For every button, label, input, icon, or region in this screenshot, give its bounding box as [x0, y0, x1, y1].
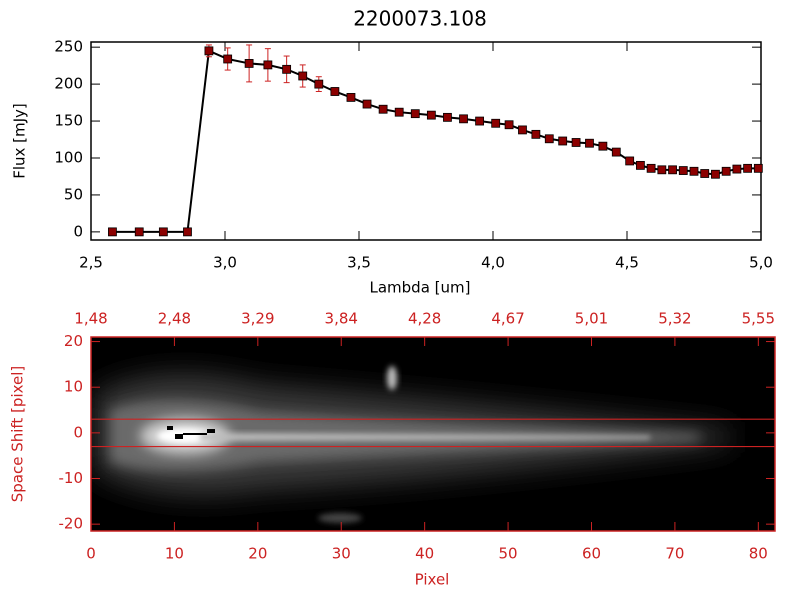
spectral-image — [91, 337, 775, 531]
x-axis-label: Lambda [um] — [370, 279, 471, 297]
data-marker — [108, 227, 117, 237]
y-axis-label: Space Shift [pixel] — [9, 366, 27, 503]
data-marker — [491, 118, 501, 128]
y-axis-label: Flux [mJy] — [11, 103, 29, 179]
data-marker — [753, 163, 763, 173]
data-marker — [636, 160, 645, 170]
data-marker — [598, 141, 608, 151]
data-marker — [394, 107, 404, 117]
data-marker — [475, 116, 485, 126]
y-tick-label: 0 — [73, 222, 83, 240]
y-tick-label: 20 — [64, 332, 83, 350]
x-tick-label: 5,0 — [749, 254, 773, 272]
x2-tick-label: 1,48 — [74, 310, 107, 328]
x-tick-label: 40 — [415, 545, 434, 563]
y-tick-label: -10 — [59, 469, 84, 487]
x-tick-label: 3,0 — [213, 254, 237, 272]
data-marker — [689, 166, 699, 176]
data-marker — [314, 79, 324, 89]
data-marker — [611, 147, 621, 157]
data-marker — [544, 134, 554, 144]
y-tick-label: 150 — [54, 112, 83, 130]
data-marker — [158, 227, 168, 237]
data-marker — [134, 227, 144, 237]
data-marker — [204, 46, 214, 56]
x-tick-label: 10 — [165, 545, 184, 563]
x-tick-label: 3,5 — [347, 254, 371, 272]
data-line — [112, 49, 759, 233]
data-marker — [531, 129, 541, 139]
data-marker — [410, 109, 420, 119]
x2-tick-label: 4,28 — [408, 310, 441, 328]
data-marker — [298, 71, 308, 81]
y-tick-label: 200 — [54, 75, 83, 93]
data-marker — [721, 166, 731, 176]
data-marker — [571, 138, 581, 147]
data-marker — [378, 104, 388, 114]
y-tick-label: 0 — [73, 423, 83, 441]
x2-tick-label: 5,01 — [575, 310, 608, 328]
x-tick-label: 0 — [86, 545, 96, 563]
data-marker — [244, 59, 254, 68]
data-marker — [443, 112, 452, 122]
plot-frame — [90, 336, 776, 532]
data-marker — [585, 138, 594, 148]
plot-frame — [90, 41, 762, 241]
x2-tick-label: 4,67 — [491, 310, 524, 328]
data-marker — [223, 54, 233, 64]
data-marker — [668, 165, 677, 175]
x-tick-label: 4,5 — [615, 254, 639, 272]
y-tick-label: -20 — [59, 515, 84, 533]
data-marker — [330, 87, 340, 96]
data-marker — [362, 99, 372, 109]
data-marker — [711, 169, 720, 179]
x-tick-label: 30 — [332, 545, 351, 563]
data-marker — [657, 165, 667, 175]
data-marker — [183, 227, 192, 237]
x2-tick-label: 5,55 — [742, 310, 775, 328]
x-tick-label: 60 — [582, 545, 601, 563]
y-tick-label: 100 — [54, 148, 83, 166]
data-marker — [263, 60, 273, 70]
x2-tick-label: 5,32 — [658, 310, 691, 328]
data-marker — [426, 110, 436, 120]
data-marker — [346, 93, 356, 102]
data-marker — [459, 114, 468, 124]
x-tick-label: 20 — [248, 545, 267, 563]
x-tick-label: 2,5 — [79, 254, 103, 272]
data-marker — [518, 125, 527, 135]
chart-title: 2200073.108 — [353, 7, 487, 31]
data-marker — [625, 156, 635, 166]
x2-tick-label: 3,84 — [325, 310, 358, 328]
x-tick-label: 4,0 — [481, 254, 505, 272]
data-marker — [282, 64, 292, 74]
y-tick-label: 250 — [54, 38, 83, 56]
x2-tick-label: 2,48 — [158, 310, 191, 328]
x-tick-label: 50 — [499, 545, 518, 563]
x-tick-label: 80 — [749, 545, 768, 563]
data-marker — [504, 120, 514, 130]
data-marker — [558, 136, 568, 146]
x-tick-label: 70 — [665, 545, 684, 563]
y-tick-label: 10 — [64, 378, 83, 396]
y-tick-label: 50 — [64, 185, 83, 203]
x-axis-label: Pixel — [415, 571, 450, 589]
data-marker — [732, 164, 742, 174]
data-marker — [678, 166, 688, 175]
x2-tick-label: 3,29 — [241, 310, 274, 328]
data-marker — [743, 163, 752, 173]
data-marker — [646, 163, 656, 173]
data-marker — [700, 169, 710, 178]
